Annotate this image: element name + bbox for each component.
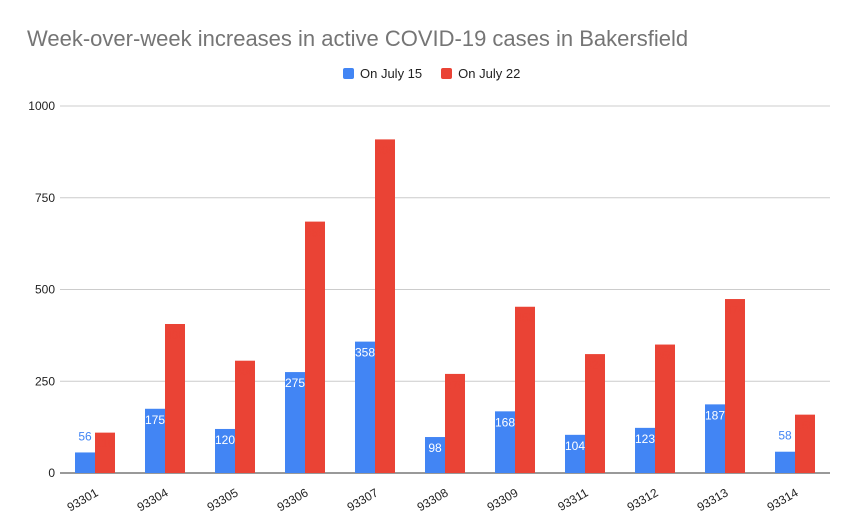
x-tick-label: 93301	[65, 485, 101, 514]
data-label-series-2: 110	[95, 437, 114, 451]
bar-series-2	[725, 299, 745, 473]
data-label-series-1: 275	[285, 376, 305, 390]
x-tick-label: 93306	[275, 485, 311, 514]
bar-series-1	[775, 451, 795, 473]
data-label-series-1: 175	[145, 413, 165, 427]
data-label-series-1: 58	[778, 429, 792, 443]
data-label-series-1: 123	[635, 432, 655, 446]
x-tick-label: 93313	[695, 485, 731, 514]
x-tick-label: 93304	[135, 485, 171, 514]
legend-label-series-2: On July 22	[458, 66, 521, 81]
data-label-series-2: 453	[515, 311, 535, 325]
data-label-series-2: 909	[375, 143, 395, 157]
data-label-series-2: 474	[725, 303, 745, 317]
bar-series-2	[655, 344, 675, 473]
data-label-series-1: 358	[355, 346, 375, 360]
legend-label-series-1: On July 15	[360, 66, 423, 81]
data-label-series-2: 406	[165, 328, 185, 342]
bar-series-2	[375, 139, 395, 473]
legend-item-series-2[interactable]: On July 22	[441, 66, 520, 81]
x-tick-label: 93305	[205, 485, 241, 514]
y-tick-label: 0	[48, 466, 55, 480]
x-tick-label: 93308	[415, 485, 451, 514]
bar-series-2	[585, 354, 605, 473]
x-tick-label: 93307	[345, 485, 381, 514]
y-tick-label: 500	[35, 283, 55, 297]
data-label-series-2: 270	[445, 378, 465, 392]
bar-series-1	[75, 452, 95, 473]
data-label-series-1: 168	[495, 415, 515, 429]
x-tick-label: 93312	[625, 485, 661, 514]
bar-series-2	[95, 432, 115, 473]
chart-title: Week-over-week increases in active COVID…	[27, 26, 689, 51]
data-label-series-2: 685	[305, 226, 325, 240]
bar-series-1	[145, 408, 165, 473]
bar-series-1	[635, 427, 655, 473]
bar-series-1	[565, 434, 585, 473]
x-tick-label: 93314	[765, 485, 801, 514]
data-label-series-2: 324	[585, 358, 605, 372]
bar-series-1	[215, 428, 235, 473]
y-tick-label: 750	[35, 191, 55, 205]
bar-series-2	[305, 221, 325, 473]
data-label-series-1: 56	[78, 429, 92, 443]
bar-series-1	[495, 411, 515, 473]
bar-series-2	[515, 306, 535, 473]
bar-series-2	[795, 414, 815, 473]
x-tick-label: 93309	[485, 485, 521, 514]
legend-item-series-1[interactable]: On July 15	[343, 66, 422, 81]
x-tick-label: 93311	[555, 485, 590, 514]
data-label-series-1: 104	[565, 439, 585, 453]
bar-series-1	[355, 341, 375, 473]
y-tick-label: 1000	[28, 99, 55, 113]
bar-series-1	[425, 437, 445, 473]
bar-series-2	[445, 373, 465, 473]
bar-series-2	[165, 323, 185, 473]
bar-series-2	[235, 360, 255, 473]
data-label-series-1: 98	[428, 441, 442, 455]
legend-swatch-series-2	[441, 68, 453, 79]
data-label-series-2: 306	[235, 365, 255, 379]
data-label-series-2: 159	[795, 419, 815, 433]
bar-series-1	[285, 372, 305, 473]
legend: On July 15 On July 22	[343, 66, 539, 81]
legend-swatch-series-1	[343, 68, 354, 79]
data-label-series-1: 187	[705, 408, 725, 422]
bar-series-1	[705, 404, 725, 473]
data-label-series-1: 120	[215, 433, 235, 447]
data-label-series-2: 350	[655, 349, 675, 363]
y-tick-label: 250	[35, 374, 55, 388]
